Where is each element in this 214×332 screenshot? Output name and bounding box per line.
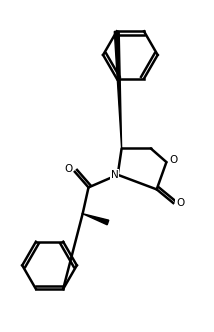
Text: O: O xyxy=(169,155,177,165)
Text: O: O xyxy=(64,164,72,174)
Text: N: N xyxy=(111,170,119,180)
Polygon shape xyxy=(83,214,109,225)
Polygon shape xyxy=(114,31,122,148)
Text: O: O xyxy=(176,198,184,208)
